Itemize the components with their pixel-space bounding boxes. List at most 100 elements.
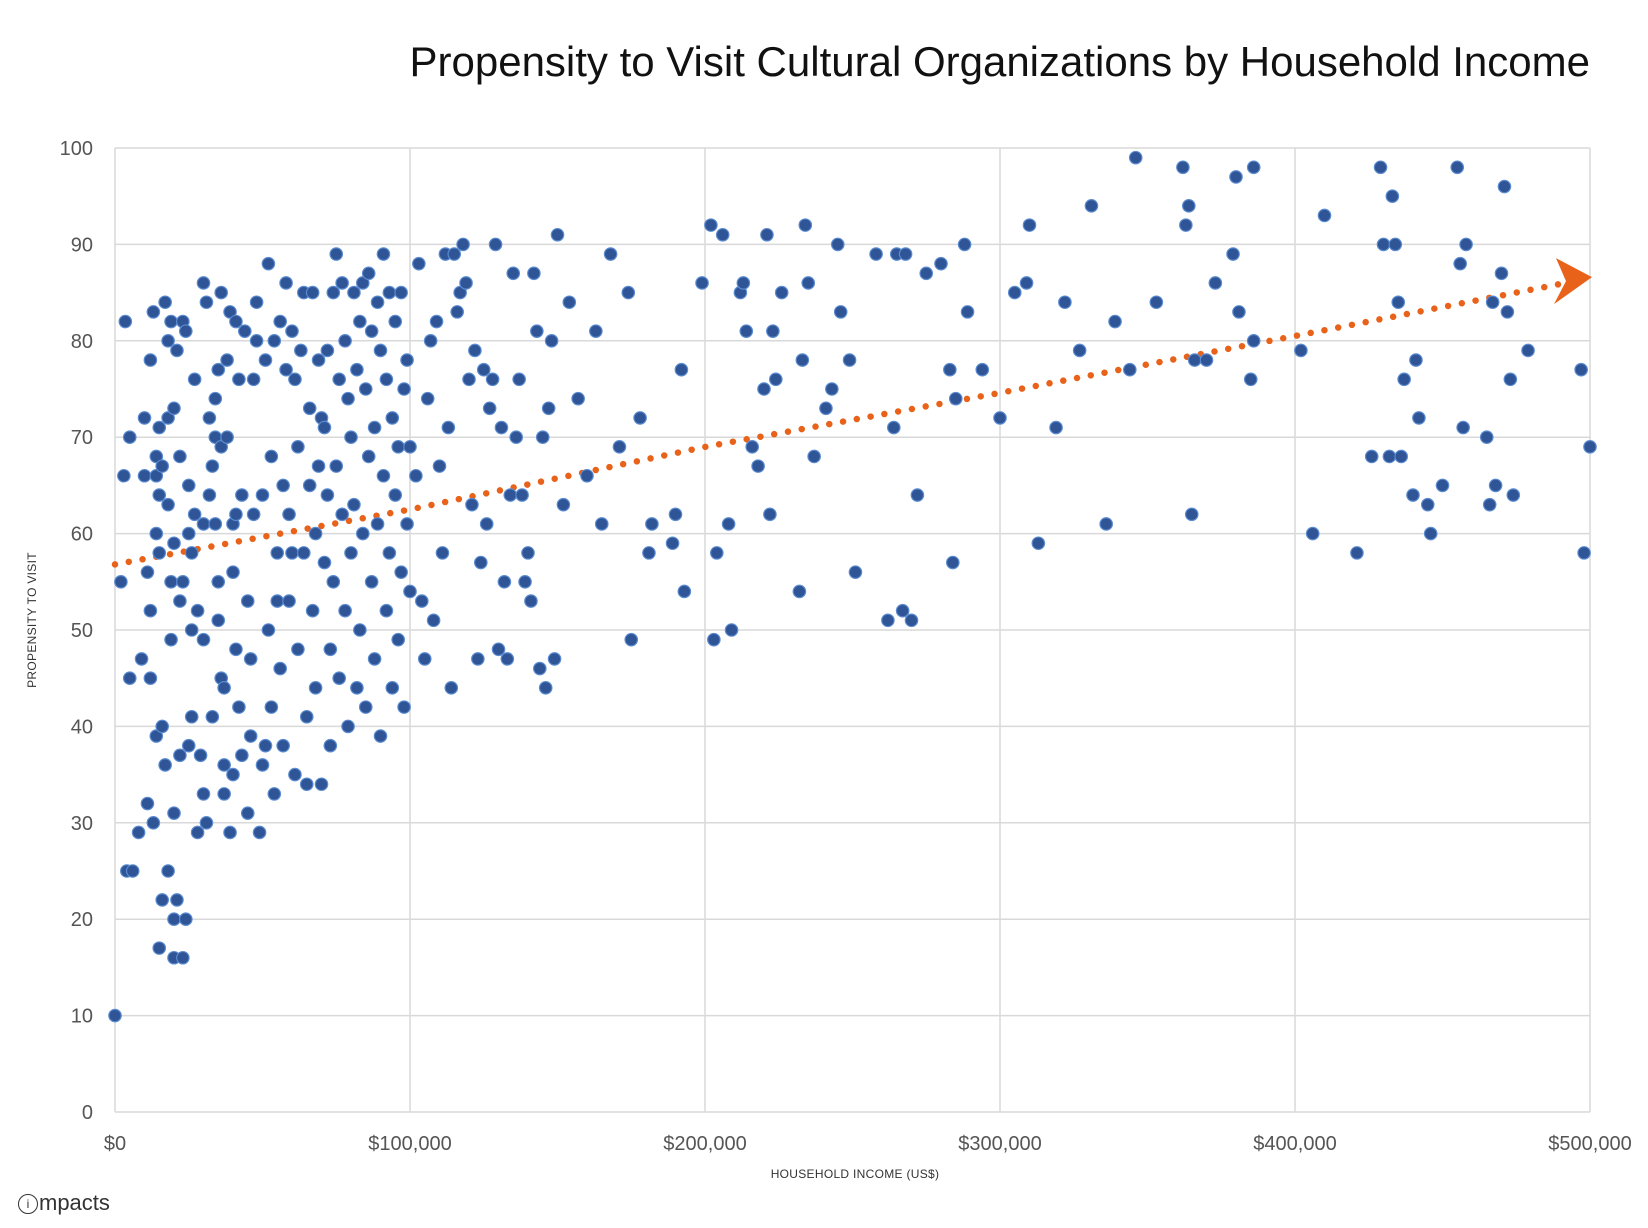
data-point [497, 574, 512, 589]
data-point [261, 623, 276, 637]
y-tick-label: 100 [60, 138, 93, 160]
data-point [1208, 276, 1223, 290]
data-point [1072, 343, 1087, 358]
data-point [305, 285, 320, 300]
data-point [819, 401, 833, 416]
data-point [196, 632, 211, 647]
data-point [353, 623, 367, 637]
trendline-path [111, 279, 1572, 568]
data-point [645, 517, 659, 531]
data-point [975, 362, 990, 377]
data-point [1385, 189, 1400, 203]
data-point [594, 517, 609, 531]
data-point [624, 632, 639, 647]
data-point [317, 420, 332, 435]
data-point [288, 767, 302, 782]
data-point [621, 285, 636, 300]
data-point [114, 574, 128, 589]
data-point [473, 555, 488, 570]
data-point [825, 382, 839, 396]
y-tick-label: 90 [71, 234, 93, 256]
data-point [176, 950, 190, 965]
data-point [704, 218, 718, 232]
data-point [158, 295, 172, 310]
data-point [580, 468, 594, 483]
data-point [158, 758, 172, 772]
data-point [161, 333, 175, 348]
data-point [462, 372, 476, 387]
data-point [1022, 218, 1037, 232]
data-point [155, 893, 169, 907]
trendline [111, 258, 1592, 568]
data-point [482, 401, 497, 416]
data-point [179, 912, 193, 926]
data-point [1229, 170, 1243, 184]
data-point [715, 227, 730, 242]
data-point [1485, 295, 1500, 310]
data-point [1305, 526, 1320, 541]
data-point [164, 314, 178, 329]
data-point [140, 796, 155, 811]
data-point [208, 517, 223, 531]
data-point [373, 729, 388, 743]
data-point [1149, 295, 1164, 310]
data-point [143, 353, 158, 367]
data-point [291, 642, 305, 657]
data-point [444, 681, 459, 695]
data-point [167, 912, 181, 926]
data-point [1373, 160, 1388, 175]
data-point [518, 574, 532, 589]
data-point [285, 324, 299, 338]
data-point [1450, 160, 1465, 175]
data-point [898, 247, 913, 261]
data-point [494, 420, 509, 435]
y-tick-label: 10 [71, 1006, 93, 1028]
data-point [763, 507, 777, 522]
data-point [282, 594, 296, 608]
data-point [391, 632, 405, 647]
data-point [1019, 276, 1034, 290]
data-point [229, 314, 243, 329]
data-point [299, 709, 314, 724]
data-point [240, 806, 255, 820]
data-point [603, 247, 618, 261]
data-point [589, 324, 603, 338]
data-point [338, 603, 352, 618]
data-point [400, 517, 414, 531]
data-point [524, 594, 538, 608]
data-point [361, 449, 376, 464]
data-point [317, 555, 332, 570]
data-point [217, 787, 231, 801]
data-point [417, 652, 432, 666]
data-point [270, 546, 285, 560]
x-tick-label: $400,000 [1253, 1133, 1336, 1155]
data-point [255, 488, 270, 502]
y-axis-ticks: 0 10 20 30 40 50 60 70 80 90 100 [60, 138, 93, 1124]
data-point [211, 574, 226, 589]
data-point [258, 738, 273, 753]
y-tick-label: 20 [71, 909, 93, 931]
data-point [279, 276, 293, 290]
data-point [353, 314, 367, 329]
data-point [264, 700, 279, 714]
data-point [910, 488, 925, 502]
data-point [544, 333, 559, 348]
data-point [358, 382, 373, 396]
data-point [214, 440, 228, 454]
data-point [450, 305, 464, 319]
y-tick-label: 60 [71, 524, 93, 546]
data-point [1099, 517, 1113, 531]
data-point [214, 285, 228, 300]
data-point [190, 603, 205, 618]
data-point [397, 382, 411, 396]
data-point [149, 729, 164, 743]
data-point [409, 468, 423, 483]
data-point [226, 767, 240, 782]
data-point [184, 623, 199, 637]
data-point [745, 440, 759, 454]
chart-title: Propensity to Visit Cultural Organizatio… [409, 38, 1591, 85]
data-point [302, 401, 317, 416]
data-point [512, 372, 526, 387]
data-point [355, 276, 370, 290]
data-point [400, 353, 414, 367]
